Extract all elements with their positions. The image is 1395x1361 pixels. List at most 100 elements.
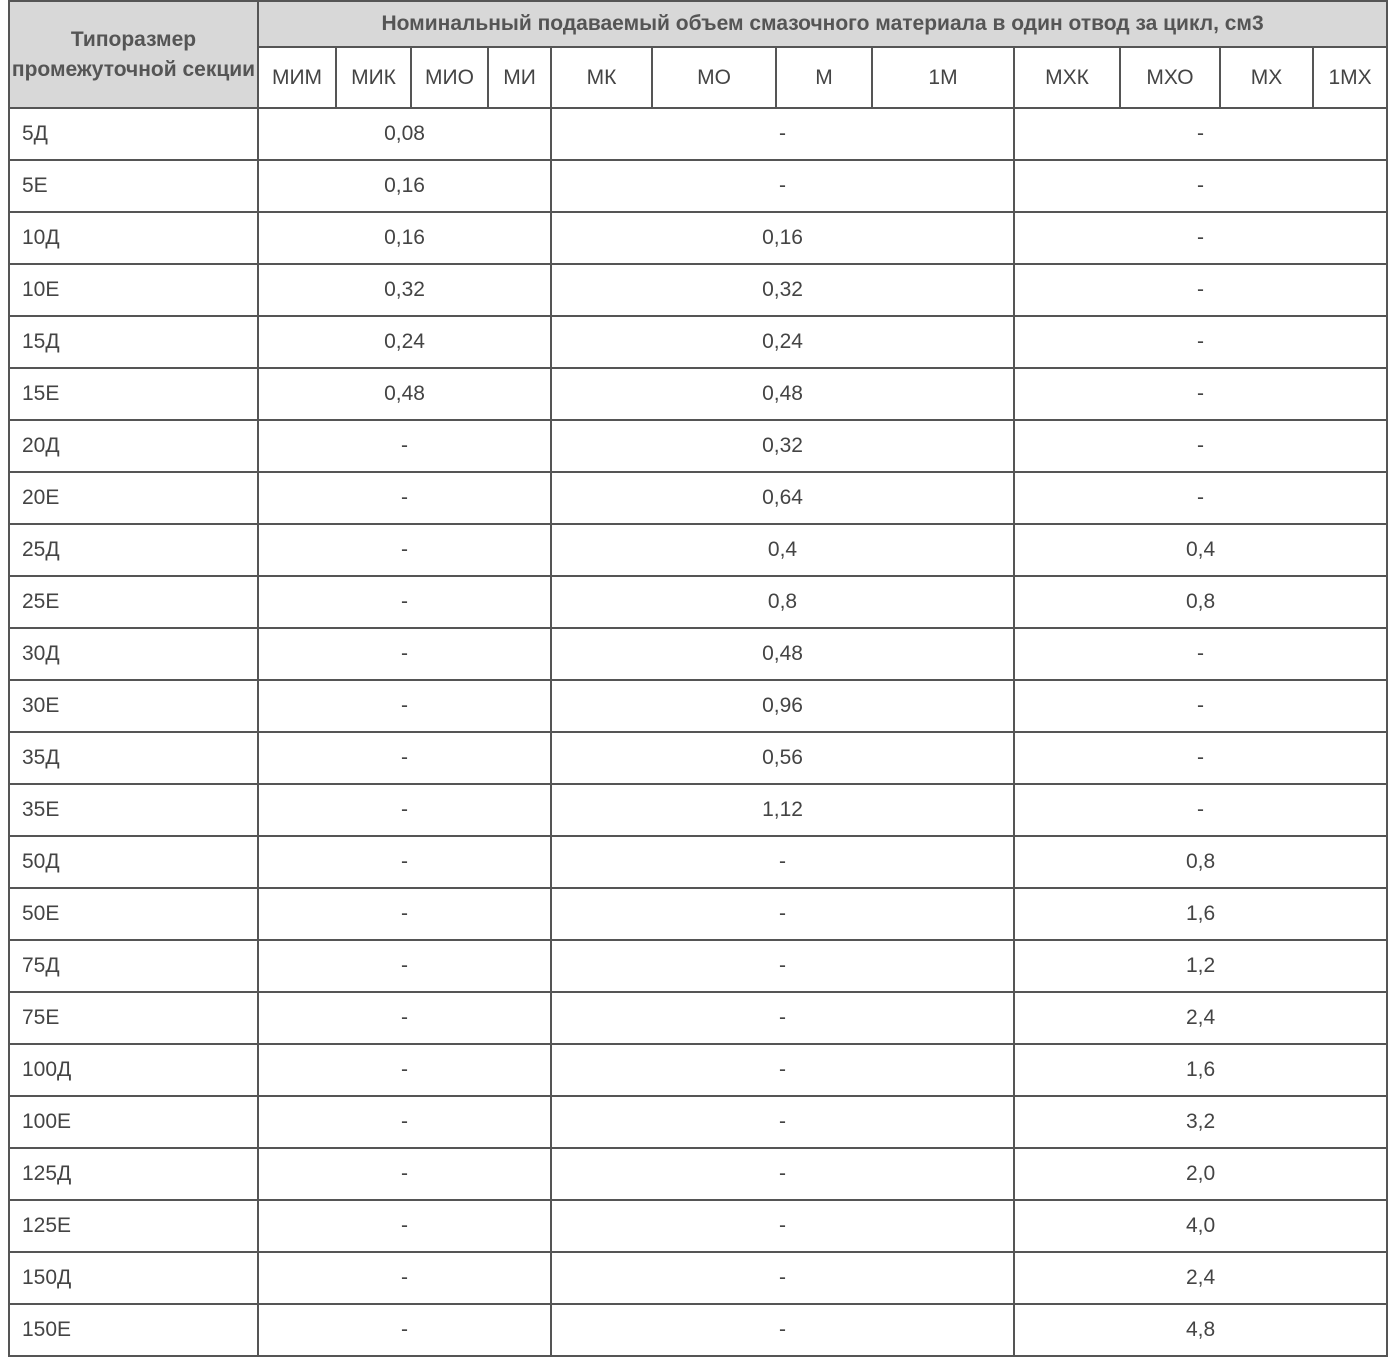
cell-value: -	[257, 1147, 552, 1201]
cell-value: 0,08	[257, 107, 552, 161]
table-row: 35Е -1,12-	[8, 783, 1389, 837]
subheader-5: МО	[651, 46, 777, 109]
cell-value: 4,8	[1012, 1303, 1389, 1357]
table-row: 125Д - -2,0	[8, 1147, 1389, 1201]
table-row: 100Е - -3,2	[8, 1095, 1389, 1149]
cell-value: 0,32	[550, 419, 1015, 473]
row-label: 50Д	[8, 835, 259, 889]
cell-value: -	[257, 523, 552, 577]
cell-value: -	[257, 731, 552, 785]
cell-value: -	[1012, 731, 1389, 785]
cell-value: 0,48	[550, 627, 1015, 681]
subheader-3: МИ	[487, 46, 552, 109]
cell-value: -	[257, 1199, 552, 1253]
cell-value: 1,12	[550, 783, 1015, 837]
cell-value: 0,24	[550, 315, 1015, 369]
cell-value: 1,6	[1012, 1043, 1389, 1097]
cell-value: -	[1012, 627, 1389, 681]
row-label: 25Д	[8, 523, 259, 577]
header-volume-group: Номинальный подаваемый объем смазочного …	[256, 0, 1389, 48]
subheader-10: МХ	[1219, 46, 1314, 109]
cell-value: -	[257, 1095, 552, 1149]
subheader-8: МХК	[1013, 46, 1121, 109]
table-row: 20Е -0,64-	[8, 471, 1389, 525]
cell-value: -	[1012, 471, 1389, 525]
cell-value: -	[1012, 107, 1389, 161]
row-label: 125Е	[8, 1199, 259, 1253]
cell-value: -	[550, 939, 1015, 993]
cell-value: -	[550, 991, 1015, 1045]
cell-value: -	[257, 1043, 552, 1097]
cell-value: -	[1012, 783, 1389, 837]
subheader-1: МИК	[335, 46, 412, 109]
cell-value: 1,2	[1012, 939, 1389, 993]
cell-value: -	[550, 835, 1015, 889]
cell-value: -	[257, 471, 552, 525]
cell-value: -	[550, 1095, 1015, 1149]
cell-value: -	[550, 159, 1015, 213]
cell-value: -	[1012, 367, 1389, 421]
cell-value: -	[1012, 315, 1389, 369]
cell-value: 0,4	[550, 523, 1015, 577]
row-label: 30Д	[8, 627, 259, 681]
cell-value: -	[1012, 211, 1389, 265]
row-label: 150Д	[8, 1251, 259, 1305]
row-label: 5Е	[8, 159, 259, 213]
table-row: 35Д -0,56-	[8, 731, 1389, 785]
cell-value: 0,48	[257, 367, 552, 421]
table-row: 25Е -0,8 0,8	[8, 575, 1389, 629]
cell-value: 2,4	[1012, 1251, 1389, 1305]
table-row: 15Д 0,24 0,24-	[8, 315, 1389, 369]
cell-value: -	[257, 835, 552, 889]
cell-value: 2,4	[1012, 991, 1389, 1045]
cell-value: -	[550, 1147, 1015, 1201]
header-section-size: Типоразмер промежуточной секции	[8, 0, 259, 109]
subheader-4: МК	[550, 46, 653, 109]
cell-value: -	[1012, 159, 1389, 213]
cell-value: -	[257, 679, 552, 733]
cell-value: 0,4	[1012, 523, 1389, 577]
cell-value: 1,6	[1012, 887, 1389, 941]
cell-value: -	[550, 1199, 1015, 1253]
cell-value: 0,16	[257, 211, 552, 265]
cell-value: -	[257, 1251, 552, 1305]
cell-value: 0,48	[550, 367, 1015, 421]
row-label: 25Е	[8, 575, 259, 629]
row-label: 75Е	[8, 991, 259, 1045]
cell-value: -	[257, 627, 552, 681]
cell-value: 2,0	[1012, 1147, 1389, 1201]
table-row: 5Е 0,16- -	[8, 159, 1389, 213]
cell-value: -	[257, 939, 552, 993]
row-label: 5Д	[8, 107, 259, 161]
table-row: 5Д 0,08- -	[8, 107, 1389, 161]
cell-value: -	[550, 107, 1015, 161]
cell-value: -	[257, 575, 552, 629]
table-row: 75Е - -2,4	[8, 991, 1389, 1045]
cell-value: -	[257, 783, 552, 837]
table-row: 125Е - -4,0	[8, 1199, 1389, 1253]
subheader-0: МИМ	[257, 46, 337, 109]
cell-value: -	[257, 419, 552, 473]
cell-value: -	[550, 1251, 1015, 1305]
subheader-9: МХО	[1119, 46, 1221, 109]
cell-value: -	[257, 1303, 552, 1357]
row-label: 20Е	[8, 471, 259, 525]
cell-value: 0,56	[550, 731, 1015, 785]
row-label: 35Е	[8, 783, 259, 837]
row-label: 10Е	[8, 263, 259, 317]
cell-value: -	[257, 991, 552, 1045]
table-row: 15Е 0,48 0,48-	[8, 367, 1389, 421]
table-row: 20Д -0,32-	[8, 419, 1389, 473]
cell-value: 0,8	[1012, 835, 1389, 889]
lubricant-volume-table: Типоразмер промежуточной секции Номиналь…	[8, 0, 1389, 1357]
cell-value: -	[550, 887, 1015, 941]
table-row: 50Д - -0,8	[8, 835, 1389, 889]
row-label: 75Д	[8, 939, 259, 993]
row-label: 15Д	[8, 315, 259, 369]
cell-value: -	[1012, 679, 1389, 733]
cell-value: 0,96	[550, 679, 1015, 733]
row-label: 15Е	[8, 367, 259, 421]
table-row: 150Д - -2,4	[8, 1251, 1389, 1305]
cell-value: 0,32	[257, 263, 552, 317]
table-row: 150Е - -4,8	[8, 1303, 1389, 1357]
